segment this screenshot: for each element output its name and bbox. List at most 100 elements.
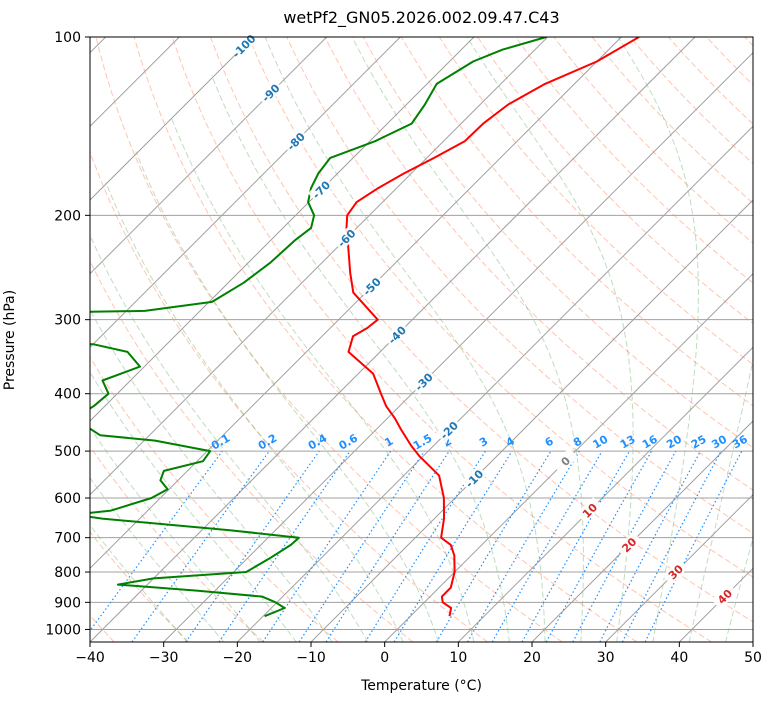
y-tick-label: 400 <box>54 387 81 403</box>
moist-adiabat <box>90 234 369 642</box>
mixing-ratio-line <box>393 450 513 642</box>
mixing-ratio-line <box>262 450 392 642</box>
dry-adiabat <box>286 37 753 534</box>
mixing-ratio-line <box>298 450 425 642</box>
isotherm-label-bg <box>410 368 437 395</box>
isotherm-label-bg <box>307 176 334 203</box>
x-axis-label: Temperature (°C) <box>361 678 482 694</box>
y-tick-label: 700 <box>54 531 81 547</box>
isotherm-label-bg <box>282 127 309 155</box>
isotherm-label-bg <box>358 273 385 300</box>
mixing-ratio-line <box>521 450 631 642</box>
isotherm-line <box>531 420 753 642</box>
profile-series <box>90 37 640 618</box>
isotherm-line <box>90 37 475 422</box>
y-tick-label: 200 <box>54 208 81 224</box>
moist-adiabat <box>90 476 225 642</box>
isotherm-label-bg <box>552 447 579 474</box>
mixing-ratio-line <box>644 450 743 642</box>
dry-adiabat <box>133 37 638 642</box>
isotherm-line <box>457 346 753 642</box>
dry-adiabat <box>90 531 190 642</box>
moist-adiabat <box>211 75 510 642</box>
moist-adiabat <box>105 182 404 642</box>
x-tick-label: 10 <box>449 650 467 666</box>
moist-adiabat <box>688 358 753 642</box>
isotherm-line <box>90 37 254 201</box>
mixing-ratio-line <box>90 450 223 632</box>
moist-adiabat <box>264 37 546 642</box>
isotherm-line <box>90 37 401 349</box>
moist-adiabat <box>617 37 699 642</box>
dry-adiabat <box>0 37 39 642</box>
dry-adiabat <box>477 37 753 325</box>
moist-adiabat <box>351 37 584 642</box>
isotherm-label-bg <box>460 465 488 492</box>
dry-adiabat <box>248 37 753 578</box>
dry-adiabat <box>90 356 339 642</box>
moist-adiabat <box>90 371 297 642</box>
isotherm-label-bg <box>615 531 642 558</box>
y-tick-label: 600 <box>54 491 81 507</box>
isotherm-label-bg <box>230 32 257 59</box>
mixing-ratio-label: 0.4 <box>306 431 330 452</box>
mixing-ratio-label: 8 <box>571 435 584 450</box>
dry-adiabat <box>90 614 115 642</box>
mixing-ratio-label: 3 <box>477 435 490 450</box>
mixing-ratio-line <box>131 450 270 642</box>
isotherm-line <box>310 199 753 642</box>
y-tick-label: 300 <box>54 313 81 329</box>
mixing-ratio-label: 16 <box>640 432 660 451</box>
isotherm-line <box>384 272 753 642</box>
x-tick-label: 30 <box>597 650 615 666</box>
isotherm-line <box>752 641 753 642</box>
isotherm-label-bg <box>662 558 689 585</box>
mixing-ratio-line <box>218 450 351 642</box>
temperature-line <box>345 37 640 617</box>
y-tick-label: 500 <box>54 444 81 460</box>
isotherm-line <box>236 125 753 642</box>
isotherm-label-bg <box>383 321 410 348</box>
x-tick-label: 0 <box>380 650 389 666</box>
isotherm-label-bg <box>711 583 738 610</box>
y-tick-label: 100 <box>54 30 81 46</box>
isotherm-label-bg <box>333 224 360 251</box>
x-tick-label: 40 <box>670 650 688 666</box>
mixing-ratio-label: 1 <box>382 435 395 450</box>
mixing-ratio-label: 6 <box>543 434 556 449</box>
mixing-ratio-line <box>572 450 677 642</box>
dry-adiabat <box>438 37 753 366</box>
isotherm-label: -100 <box>230 32 259 61</box>
dry-adiabat <box>90 150 488 642</box>
x-tick-label: −20 <box>223 650 253 666</box>
isotherm-line <box>90 37 549 496</box>
isotherm-line <box>0 37 32 642</box>
mixing-ratio-line <box>325 450 450 642</box>
chart-title: wetPf2_GN05.2026.002.09.47.C43 <box>283 8 560 27</box>
x-tick-label: 50 <box>744 650 762 666</box>
dry-adiabat <box>668 37 753 125</box>
y-tick-label: 1000 <box>45 622 81 638</box>
moist-adiabat <box>90 524 188 642</box>
isotherm-label-bg <box>257 79 284 106</box>
mixing-ratio-label: 10 <box>591 432 611 451</box>
mixing-ratio-label: 0.1 <box>209 432 232 453</box>
mixing-ratio-label: 13 <box>618 433 638 452</box>
moist-adiabat <box>725 536 753 642</box>
moist-adiabat <box>135 151 439 642</box>
mixing-ratio-label: 30 <box>709 432 729 451</box>
x-tick-label: 20 <box>523 650 541 666</box>
dewpoint-line <box>90 37 547 618</box>
dry-adiabat <box>629 37 753 165</box>
x-tick-label: −40 <box>75 650 105 666</box>
dry-adiabat <box>553 37 753 244</box>
mixing-ratio-line <box>545 450 653 642</box>
isotherm-label-bg <box>435 416 462 443</box>
mixing-ratio-label: 25 <box>689 433 709 452</box>
y-tick-label: 800 <box>54 565 81 581</box>
isotherm-label-bg <box>576 497 603 524</box>
dry-adiabat <box>95 37 563 642</box>
dry-adiabat <box>515 37 753 284</box>
dry-adiabat <box>400 37 753 407</box>
